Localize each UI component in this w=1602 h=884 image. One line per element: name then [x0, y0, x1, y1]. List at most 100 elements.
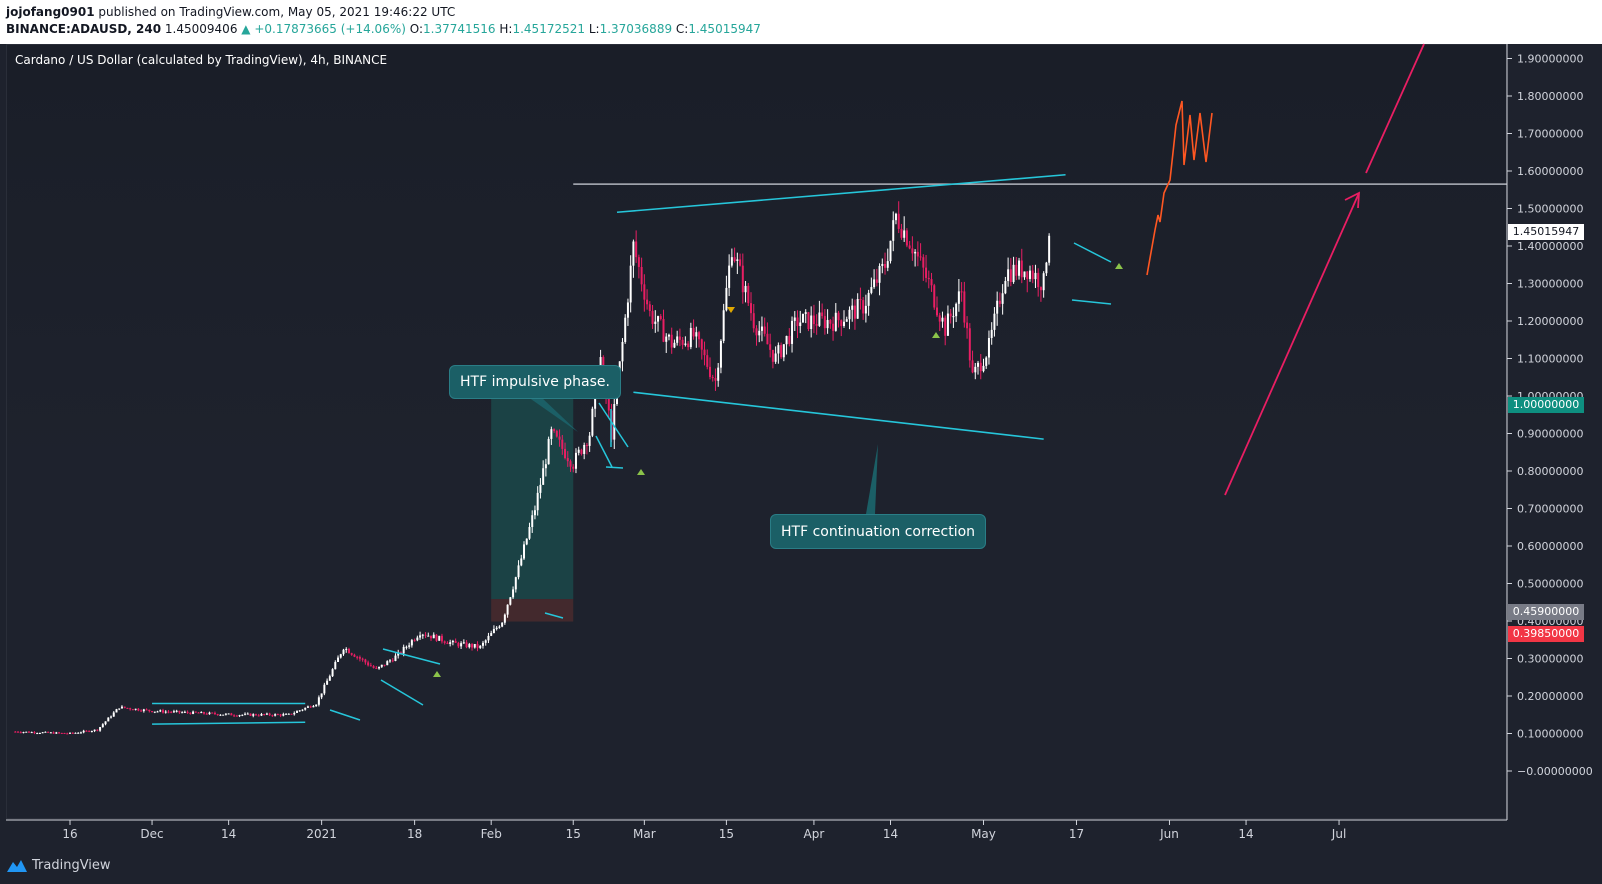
candle-body	[372, 666, 375, 668]
candle-body	[82, 730, 85, 733]
price-change: +0.17873665 (+14.06%)	[254, 22, 406, 36]
candle-body	[782, 344, 785, 358]
candle-body	[304, 707, 307, 710]
candle-body	[90, 731, 93, 733]
candle-body	[875, 279, 878, 283]
pattern-line	[605, 466, 624, 469]
author-name[interactable]: jojofang0901	[6, 5, 95, 19]
callout-correction[interactable]: HTF continuation correction	[770, 514, 987, 549]
candle-body	[561, 439, 564, 449]
candle-body	[1012, 264, 1015, 283]
candle-body	[957, 291, 960, 304]
candle-body	[927, 277, 930, 280]
candle-body	[175, 710, 178, 712]
candle-body	[301, 709, 304, 711]
candle-body	[309, 706, 312, 708]
chart-pane[interactable]	[6, 44, 1507, 819]
time-tick-label: 17	[1069, 827, 1084, 841]
callout-impulsive[interactable]: HTF impulsive phase.	[449, 365, 621, 399]
candle-body	[785, 335, 788, 345]
candle-body	[864, 305, 867, 314]
candle-body	[110, 716, 113, 718]
candle-body	[687, 343, 690, 348]
candle-body	[914, 251, 917, 254]
candle-body	[129, 708, 132, 710]
candle-body	[823, 316, 826, 329]
candle-body	[246, 713, 249, 715]
candle-body	[465, 642, 468, 648]
callout-impulsive-text: HTF impulsive phase.	[460, 374, 610, 390]
candle-body	[506, 604, 509, 615]
candle-body	[826, 320, 829, 329]
axes: 1.90000000 1.80000000 1.70000000 1.60000000…	[6, 44, 1593, 841]
candle-body	[905, 230, 908, 246]
candle-body	[397, 652, 400, 656]
price-tick-label: 1.60000000	[1517, 165, 1583, 178]
candle-body	[684, 343, 687, 345]
candle-body	[268, 713, 271, 716]
candle-body	[375, 667, 378, 669]
candle-body	[977, 362, 980, 367]
candle-body	[635, 241, 638, 258]
pattern-line	[382, 648, 441, 665]
pattern-line	[595, 435, 613, 468]
trendline	[633, 391, 1044, 440]
candle-body	[539, 484, 542, 493]
candle-body	[186, 711, 189, 713]
candle-body	[531, 515, 534, 528]
candle-body	[312, 706, 315, 708]
candle-body	[416, 637, 419, 641]
candle-body	[156, 711, 159, 713]
candle-body	[698, 332, 701, 340]
candle-body	[799, 322, 802, 327]
candle-body	[454, 640, 457, 643]
pattern-line	[380, 679, 424, 706]
projection-arrow-upper	[1365, 43, 1425, 174]
candle-body	[60, 732, 63, 734]
candle-body	[632, 241, 635, 266]
candle-body	[55, 732, 58, 734]
candle-body	[703, 349, 706, 356]
candle-body	[238, 715, 241, 717]
candle-body	[591, 408, 594, 436]
candle-body	[651, 310, 654, 324]
pattern-line	[1071, 299, 1112, 305]
close-value: 1.45015947	[688, 22, 761, 36]
candle-body	[1018, 260, 1021, 276]
candle-body	[339, 654, 342, 658]
candle-body	[153, 711, 156, 713]
candle-body	[265, 713, 268, 715]
pattern-line	[329, 709, 361, 721]
candle-body	[944, 317, 947, 336]
publish-info: jojofang0901 published on TradingView.co…	[6, 5, 455, 19]
candle-body	[293, 712, 296, 715]
candle-body	[263, 714, 266, 716]
candle-body	[192, 711, 195, 714]
candle-body	[585, 445, 588, 447]
price-tick-label: 0.30000000	[1517, 653, 1583, 666]
candle-body	[517, 565, 520, 578]
candle-body	[181, 712, 184, 714]
candle-body	[922, 257, 925, 268]
candle-body	[766, 333, 769, 345]
low-value: 1.37036889	[599, 22, 673, 36]
candle-body	[219, 714, 222, 716]
candle-body	[990, 329, 993, 338]
candle-body	[514, 577, 517, 590]
candle-body	[542, 468, 545, 485]
candle-body	[708, 366, 711, 377]
callout-impulsive-pointer	[528, 397, 578, 432]
candle-body	[413, 640, 416, 642]
high-label: H:	[499, 22, 513, 36]
tradingview-brand[interactable]: TradingView	[6, 858, 111, 873]
candle-body	[979, 362, 982, 372]
candle-body	[602, 357, 605, 370]
time-tick-label: 2021	[306, 827, 337, 841]
candle-body	[807, 312, 810, 330]
time-tick-label: Jun	[1159, 827, 1179, 841]
candle-body	[657, 316, 660, 322]
candle-body	[140, 710, 143, 712]
candle-body	[503, 614, 506, 623]
candle-body	[71, 732, 74, 734]
